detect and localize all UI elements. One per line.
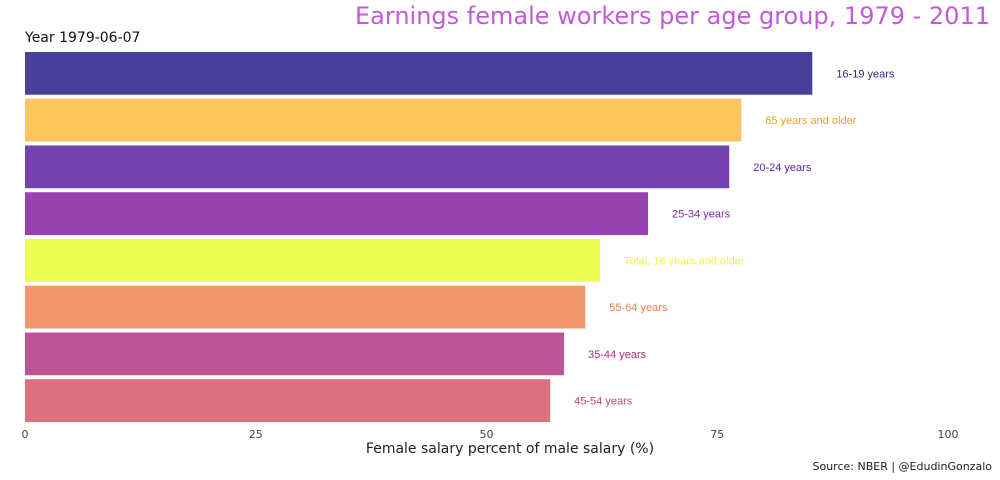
bar-45-54-years [25,379,551,422]
x-tick-label: 50 [480,428,494,441]
bar-label-20-24-years: 20-24 years [753,162,812,174]
x-tick-label: 75 [710,428,724,441]
bar-16-19-years [25,52,813,95]
bar-total-16-years-and-older [25,239,601,282]
bar-20-24-years [25,145,730,189]
x-axis-label: Female salary percent of male salary (%) [365,441,655,457]
source-note: Source: NBER | @EdudinGonzalo [812,460,993,473]
x-tick-label: 25 [249,428,263,441]
bar-label-55-64-years: 55-64 years [609,302,668,314]
bar-25-34-years [25,192,649,235]
bar-label-16-19-years: 16-19 years [836,68,895,80]
bar-label-25-34-years: 25-34 years [672,209,731,221]
x-tick-label: 100 [938,428,959,441]
bar-55-64-years [25,285,586,329]
bar-label-65-years-and-older: 65 years and older [765,115,856,127]
chart-title: Earnings female workers per age group, 1… [355,2,990,30]
x-tick-label: 0 [22,428,29,441]
bar-label-total-16-years-and-older: Total, 16 years and older [624,255,745,267]
bar-65-years-and-older [25,98,742,142]
bar-label-45-54-years: 45-54 years [574,396,633,408]
bar-label-35-44-years: 35-44 years [588,349,647,361]
chart-subtitle: Year 1979-06-07 [25,30,141,46]
bar-35-44-years [25,332,565,376]
